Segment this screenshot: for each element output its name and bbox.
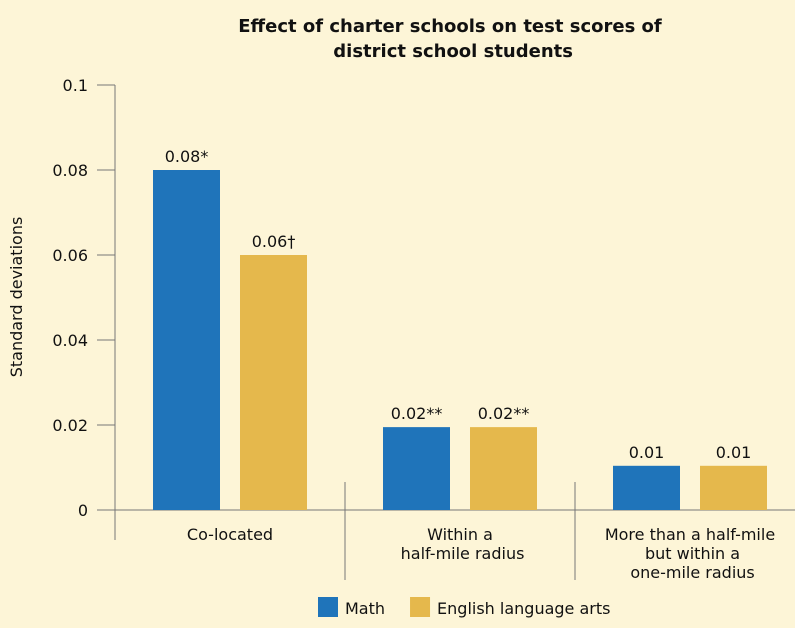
y-tick-label: 0.02 bbox=[52, 416, 88, 435]
text-line: Effect of charter schools on test scores… bbox=[238, 16, 662, 37]
value-label: 0.06† bbox=[252, 232, 296, 251]
bar bbox=[613, 465, 680, 510]
value-label: 0.01 bbox=[716, 443, 752, 462]
y-axis-label: Standard deviations bbox=[7, 217, 26, 378]
legend-label: Math bbox=[345, 599, 385, 618]
text-line: but within a bbox=[640, 544, 740, 563]
legend-label: English language arts bbox=[437, 599, 610, 618]
bar bbox=[700, 465, 767, 510]
chart-title: Effect of charter schools on test scores… bbox=[238, 16, 662, 62]
text-line: More than a half-mile bbox=[605, 525, 775, 544]
text-line: district school students bbox=[327, 41, 573, 62]
value-label: 0.01 bbox=[629, 443, 665, 462]
bar bbox=[153, 170, 220, 510]
y-tick-label: 0.1 bbox=[63, 76, 88, 95]
value-label: 0.08* bbox=[165, 147, 209, 166]
y-tick-label: 0 bbox=[78, 501, 88, 520]
legend-swatch bbox=[318, 597, 338, 617]
bar bbox=[383, 427, 450, 510]
x-tick-label: Co-located bbox=[187, 525, 273, 544]
bar bbox=[470, 427, 537, 510]
text-line: Within a bbox=[427, 525, 493, 544]
value-label: 0.02** bbox=[391, 404, 443, 423]
value-label: 0.02** bbox=[478, 404, 530, 423]
y-tick-label: 0.06 bbox=[52, 246, 88, 265]
x-tick-label: Within a half-mile radius bbox=[396, 525, 525, 563]
y-tick-label: 0.04 bbox=[52, 331, 88, 350]
y-tick-label: 0.08 bbox=[52, 161, 88, 180]
x-tick-label: More than a half-mile but within a one-m… bbox=[605, 525, 775, 582]
text-line: one-mile radius bbox=[625, 563, 755, 582]
text-line: half-mile radius bbox=[396, 544, 525, 563]
bar bbox=[240, 255, 307, 510]
legend-swatch bbox=[410, 597, 431, 617]
text-line: Co-located bbox=[187, 525, 273, 544]
